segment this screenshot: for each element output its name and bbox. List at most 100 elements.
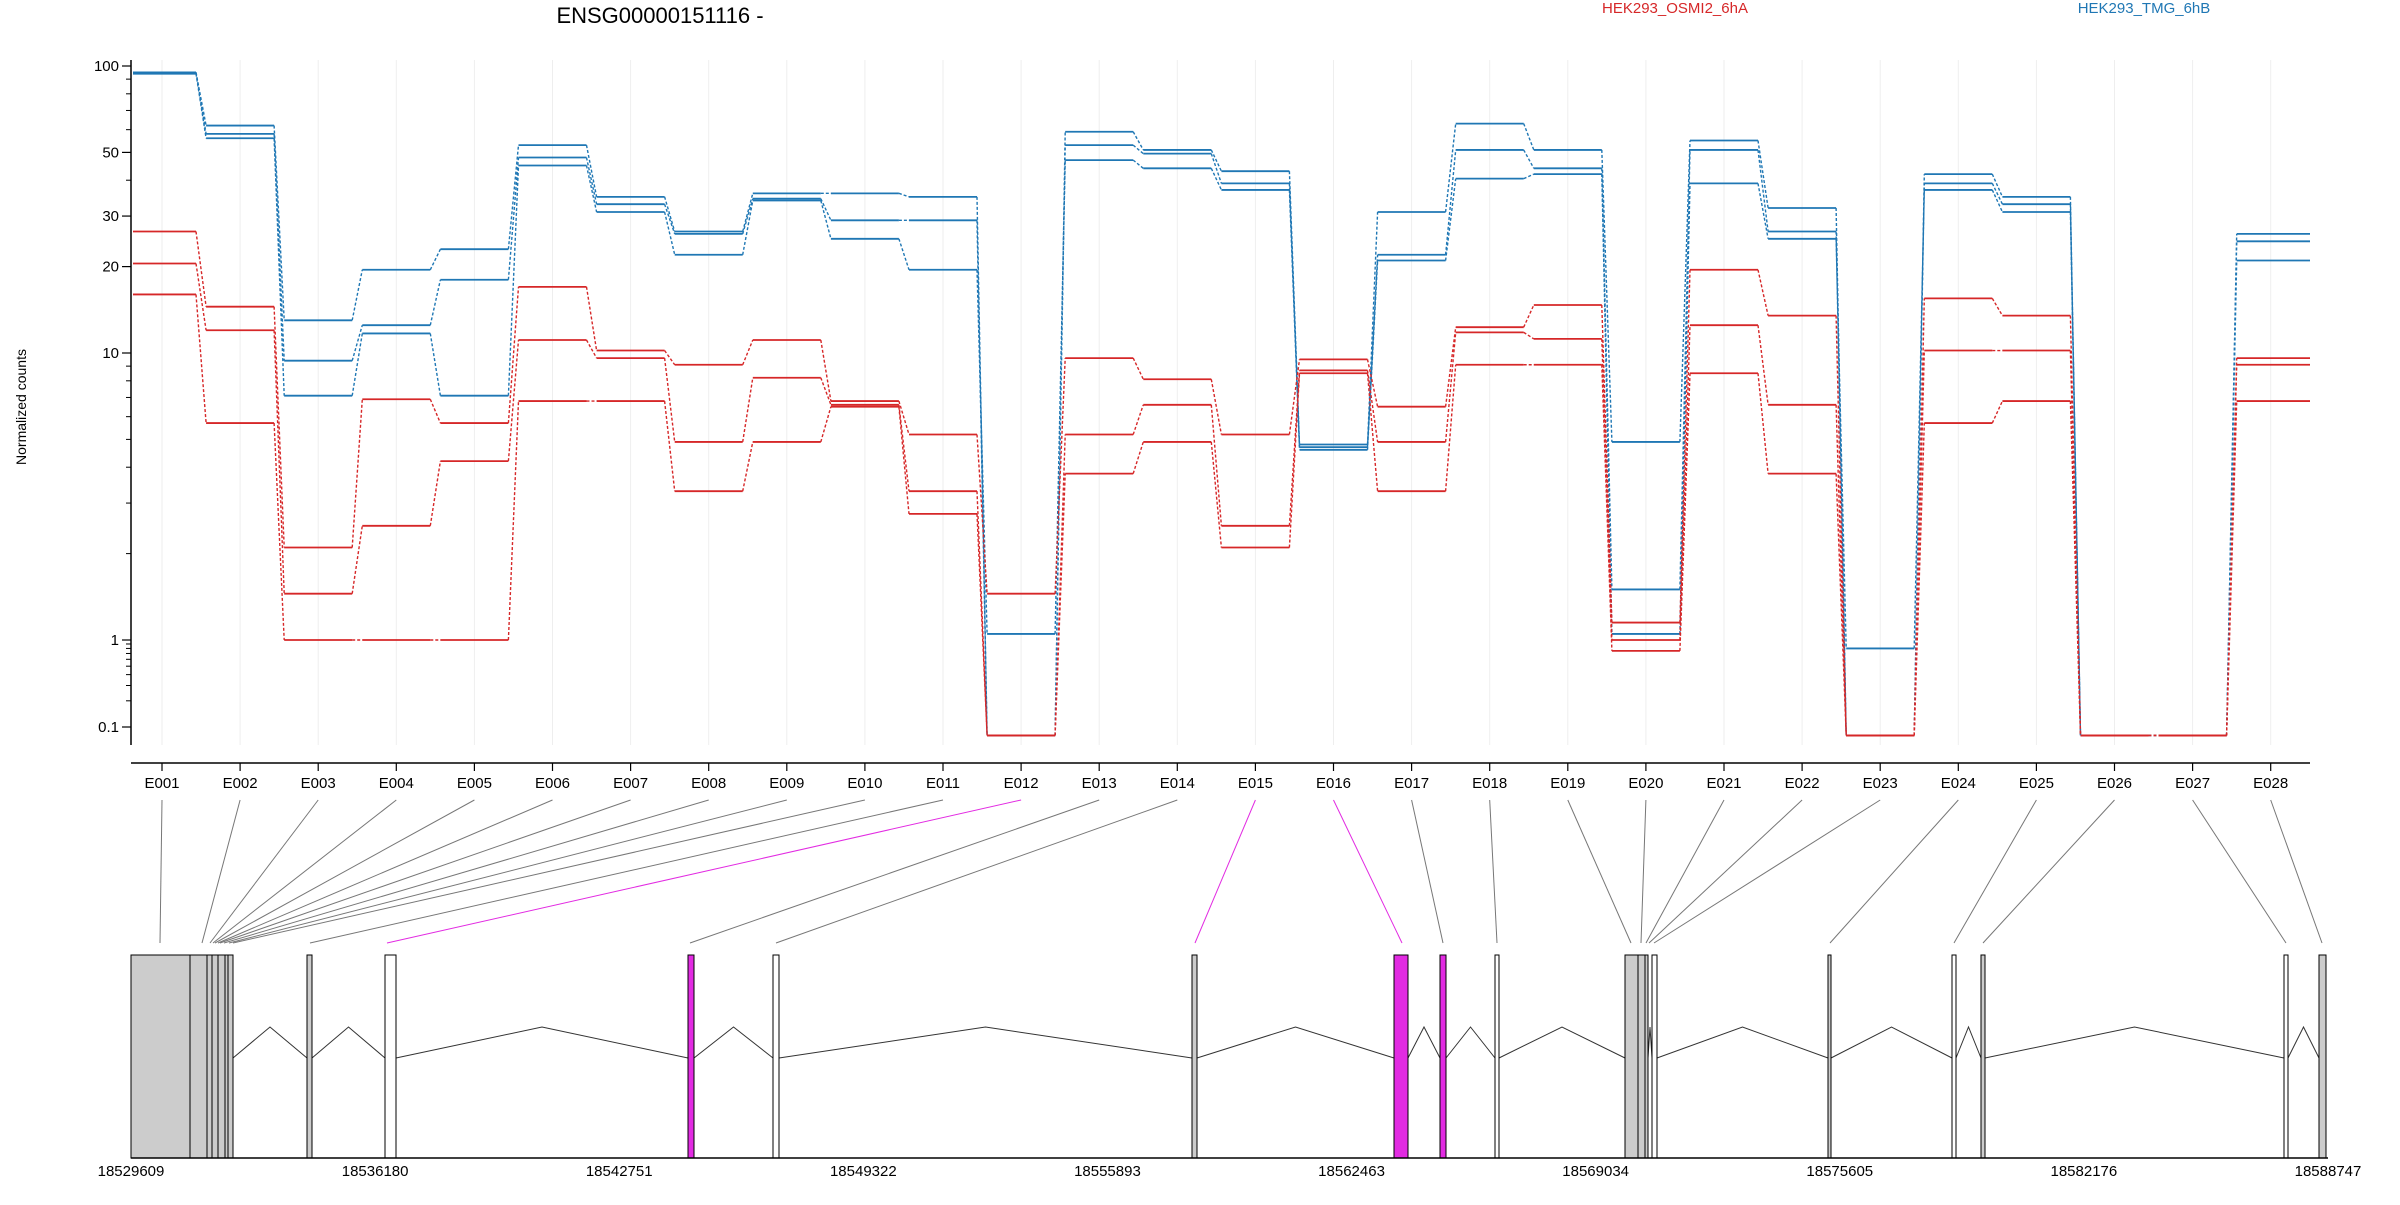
intron (1830, 1026, 1953, 1059)
data-transition (1835, 473, 1847, 736)
exon-connector (1653, 799, 1881, 944)
exon-connector (1645, 799, 1725, 944)
data-transition (1444, 332, 1457, 442)
genomic-tick-label: 18562463 (1318, 1163, 1385, 1180)
x-tick-label: E010 (847, 775, 882, 792)
data-transition (663, 196, 676, 232)
x-tick-label: E014 (1160, 775, 1195, 792)
x-tick-label: E024 (1941, 775, 1976, 792)
data-transition (273, 133, 285, 361)
data-transition (351, 324, 363, 361)
data-transition (1054, 473, 1066, 736)
exon-box (189, 954, 208, 1159)
exon-box (206, 954, 213, 1159)
data-transition (1523, 149, 1535, 169)
data-transition (1288, 373, 1301, 548)
data-transition (429, 279, 442, 326)
data-transition (663, 211, 676, 255)
intron (693, 1026, 774, 1059)
data-transition (1054, 358, 1066, 594)
data-transition (507, 401, 520, 641)
data-transition (1288, 359, 1301, 435)
x-tick-label: E017 (1394, 775, 1429, 792)
exon-connector (201, 799, 241, 944)
intron (311, 1026, 386, 1059)
data-transition (664, 350, 676, 366)
data-transition (507, 145, 520, 250)
x-tick-label: E015 (1238, 775, 1273, 792)
x-tick-label: E001 (144, 775, 179, 792)
x-tick-label: E011 (926, 775, 960, 792)
legend-entry-osmi2: HEK293_OSMI2_6hA (1602, 0, 1748, 17)
x-tick-label: E022 (1785, 775, 1820, 792)
x-tick-label: E023 (1863, 775, 1898, 792)
exon-connector (1411, 799, 1444, 944)
data-transition (663, 203, 676, 235)
data-transition (820, 198, 832, 221)
exon-connector (228, 799, 787, 944)
series-5 (133, 293, 2310, 737)
data-transition (1444, 149, 1457, 255)
data-transition (1757, 325, 1769, 405)
data-transition (351, 525, 363, 594)
data-transition (429, 333, 442, 396)
data-transition (1679, 149, 1691, 590)
data-transition (507, 286, 520, 424)
genomic-tick-label: 18555893 (1074, 1163, 1141, 1180)
exon-connector (159, 799, 163, 944)
data-transition (1132, 131, 1144, 151)
y-tick-label: 20 (102, 259, 119, 276)
data-transition (1601, 168, 1613, 590)
data-transition (1523, 173, 1535, 180)
data-transition (976, 220, 988, 736)
exon-box (1494, 954, 1500, 1159)
y-axis-label: Normalized counts (13, 349, 29, 465)
chart-title: ENSG00000151116 - (556, 3, 763, 28)
data-transition (1679, 269, 1691, 623)
data-transition (1835, 238, 1847, 649)
data-transition (820, 406, 832, 443)
data-transition (1601, 174, 1613, 634)
exon-connector (219, 799, 631, 944)
data-transition (976, 491, 988, 736)
data-transition (742, 441, 754, 492)
data-transition (273, 306, 285, 548)
data-transition (1991, 173, 2004, 198)
intron (1196, 1026, 1395, 1059)
y-tick-label: 10 (102, 345, 119, 362)
data-transition (1132, 441, 1144, 474)
data-transition (1444, 327, 1457, 407)
exon-connector (1982, 799, 2115, 944)
data-transition (429, 248, 442, 271)
genomic-tick-label: 18582176 (2051, 1163, 2118, 1180)
gene-model: 18529609 18536180 18542751 18549322 18555893… (98, 954, 2361, 1180)
data-transition (1991, 189, 2004, 213)
data-transition (1210, 149, 1223, 172)
genomic-tick-label: 18529609 (98, 1163, 165, 1180)
exon-connector (212, 799, 397, 944)
exon-connector (309, 799, 944, 944)
genomic-tick-label: 18549322 (830, 1163, 897, 1180)
data-transition (273, 138, 285, 396)
exon-box (1624, 954, 1639, 1159)
data-transition (976, 269, 988, 634)
exon-connector (2270, 799, 2323, 944)
data-transition (585, 286, 598, 351)
x-tick-label: E025 (2019, 775, 2054, 792)
x-tick-label: E019 (1550, 775, 1585, 792)
data-transition (1523, 123, 1535, 151)
data-transition (507, 157, 520, 280)
exon-connector (1648, 799, 1803, 944)
data-transition (195, 73, 207, 139)
exon-connector (386, 799, 1022, 944)
y-tick-label: 100 (94, 58, 119, 75)
data-transition (585, 165, 598, 213)
intron (1407, 1025, 1441, 1059)
exon-connector (1489, 799, 1498, 944)
data-transition (742, 339, 754, 366)
data-transition (1523, 304, 1535, 328)
exon-box (1651, 954, 1658, 1159)
grid-layer (161, 60, 2272, 745)
x-tick-label: E020 (1628, 775, 1663, 792)
x-tick-label: E012 (1004, 775, 1039, 792)
